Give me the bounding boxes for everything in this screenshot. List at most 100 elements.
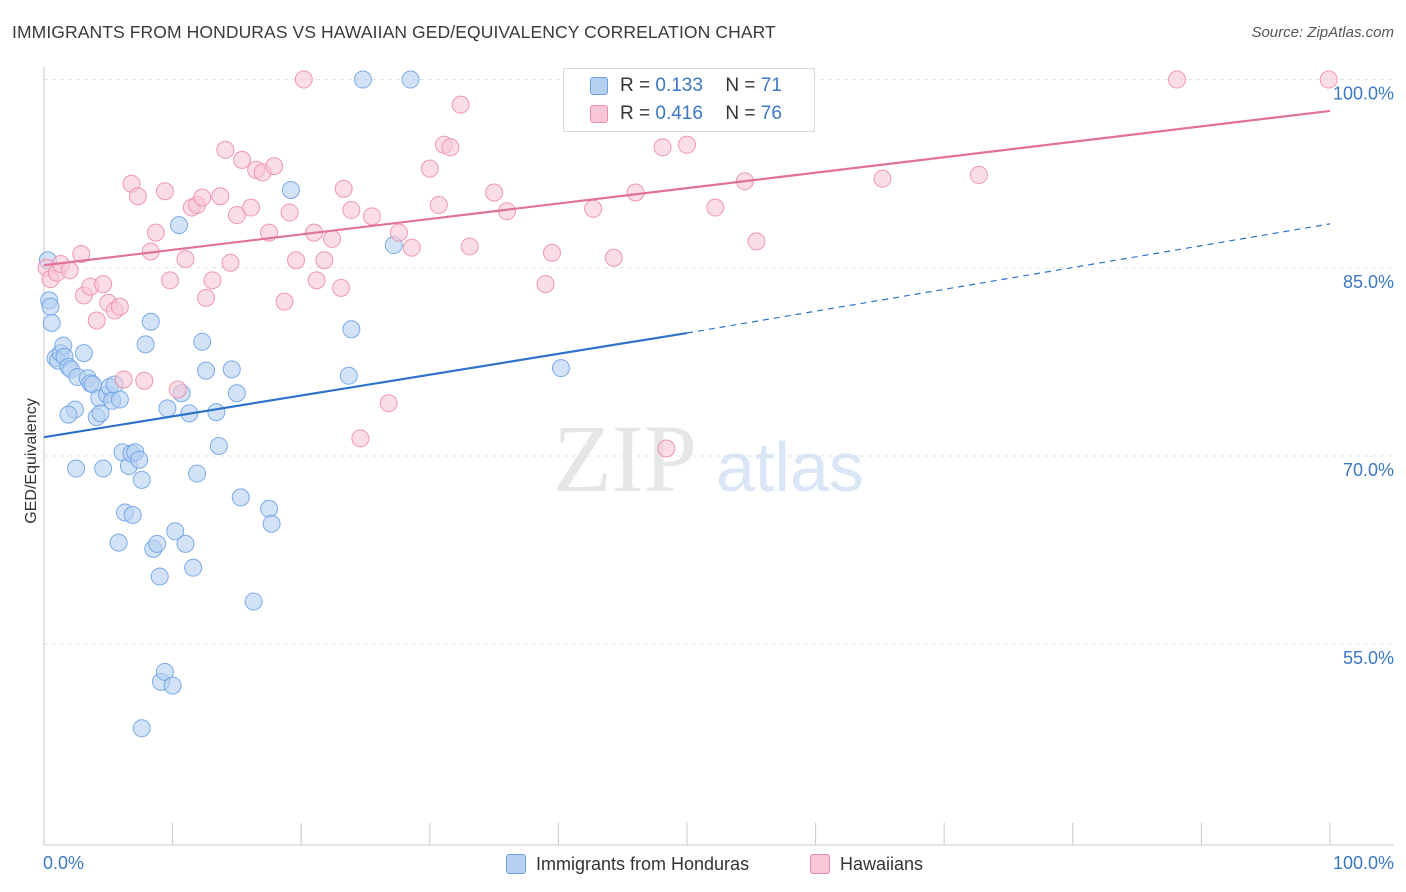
scatter-point bbox=[42, 313, 61, 332]
scatter-point bbox=[334, 179, 353, 198]
scatter-point bbox=[551, 359, 570, 378]
legend-n-hawaiians: 76 bbox=[760, 103, 782, 124]
scatter-point bbox=[233, 150, 252, 169]
scatter-point bbox=[148, 534, 167, 553]
scatter-point bbox=[193, 188, 212, 207]
scatter-point bbox=[294, 70, 313, 89]
y-tick-label: 85.0% bbox=[1343, 272, 1394, 292]
chart-title: IMMIGRANTS FROM HONDURAS VS HAWAIIAN GED… bbox=[12, 22, 776, 42]
watermark-zip: ZIP bbox=[553, 405, 697, 512]
scatter-point bbox=[166, 522, 185, 541]
scatter-point bbox=[203, 271, 222, 290]
scatter-point bbox=[307, 271, 326, 290]
scatter-point bbox=[657, 439, 676, 458]
scatter-point bbox=[460, 237, 479, 256]
scatter-point bbox=[222, 360, 241, 379]
scatter-point bbox=[287, 251, 306, 270]
scatter-point bbox=[74, 344, 93, 363]
x-tick-label-min: 0.0% bbox=[43, 853, 84, 873]
scatter-point bbox=[209, 436, 228, 455]
scatter-point bbox=[969, 165, 988, 184]
bottom-legend-hawaiians[interactable]: Hawaiians bbox=[810, 851, 923, 877]
scatter-point bbox=[653, 138, 672, 157]
scatter-point bbox=[161, 271, 180, 290]
scatter-point bbox=[41, 297, 60, 316]
scatter-point bbox=[584, 199, 603, 218]
scatter-point bbox=[176, 534, 195, 553]
legend-row-honduras: R = 0.133 N = 71 bbox=[590, 74, 782, 98]
scatter-point bbox=[136, 335, 155, 354]
scatter-point bbox=[275, 292, 294, 311]
series-hawaiians-points bbox=[37, 70, 1338, 458]
scatter-point bbox=[188, 464, 207, 483]
scatter-point bbox=[141, 312, 160, 331]
scatter-point bbox=[184, 558, 203, 577]
scatter-point bbox=[332, 278, 351, 297]
scatter-point bbox=[170, 216, 189, 235]
scatter-point bbox=[420, 159, 439, 178]
legend-r-label: R = bbox=[620, 75, 651, 96]
scatter-point bbox=[315, 251, 334, 270]
scatter-point bbox=[168, 380, 187, 399]
scatter-point bbox=[132, 470, 151, 489]
scatter-point bbox=[146, 223, 165, 242]
y-axis-label: GED/Equivalency bbox=[23, 398, 40, 523]
scatter-point bbox=[280, 203, 299, 222]
legend-swatch-hawaiians bbox=[590, 105, 608, 123]
scatter-point bbox=[227, 384, 246, 403]
bottom-legend-label-honduras: Immigrants from Honduras bbox=[536, 853, 750, 874]
scatter-point bbox=[176, 249, 195, 268]
scatter-point bbox=[231, 488, 250, 507]
scatter-point bbox=[130, 450, 149, 469]
axes bbox=[43, 67, 1394, 846]
scatter-point bbox=[123, 505, 142, 524]
legend-r-label: R = bbox=[620, 103, 651, 124]
legend-n-label: N = bbox=[725, 103, 756, 124]
scatter-point bbox=[128, 187, 147, 206]
correlation-legend: R = 0.133 N = 71 R = 0.416 N = 76 bbox=[563, 68, 815, 132]
scatter-point bbox=[197, 288, 216, 307]
scatter-point bbox=[132, 719, 151, 738]
scatter-point bbox=[94, 459, 113, 478]
scatter-point bbox=[353, 70, 372, 89]
y-tick-label: 70.0% bbox=[1343, 460, 1394, 480]
scatter-point bbox=[342, 201, 361, 220]
x-ticks bbox=[43, 823, 1331, 845]
scatter-point bbox=[1319, 70, 1338, 89]
scatter-point bbox=[678, 135, 696, 154]
scatter-point bbox=[91, 404, 110, 423]
legend-row-hawaiians: R = 0.416 N = 76 bbox=[590, 102, 782, 126]
bottom-legend-honduras[interactable]: Immigrants from Honduras bbox=[506, 851, 749, 877]
trend-line-extension bbox=[686, 223, 1331, 334]
scatter-point bbox=[242, 198, 261, 217]
scatter-point bbox=[60, 261, 79, 280]
bottom-legend-swatch-hawaiians bbox=[810, 854, 830, 874]
scatter-point bbox=[59, 405, 78, 424]
scatter-point bbox=[351, 429, 370, 448]
scatter-point bbox=[211, 187, 230, 206]
legend-swatch-honduras bbox=[590, 77, 608, 95]
scatter-point bbox=[402, 238, 421, 257]
scatter-point bbox=[873, 169, 892, 188]
scatter-point bbox=[342, 320, 361, 339]
scatter-point bbox=[221, 253, 240, 272]
watermark-atlas: atlas bbox=[716, 428, 864, 506]
legend-r-honduras: 0.133 bbox=[655, 75, 703, 96]
scatter-point bbox=[72, 244, 91, 263]
scatter-point bbox=[281, 180, 300, 199]
scatter-point bbox=[260, 499, 279, 518]
source-label: Source: ZipAtlas.com bbox=[1251, 24, 1394, 41]
scatter-point bbox=[706, 198, 725, 217]
scatter-point bbox=[604, 248, 623, 267]
scatter-point bbox=[262, 514, 281, 533]
scatter-point bbox=[155, 182, 174, 201]
series-honduras-points bbox=[38, 70, 570, 738]
scatter-point bbox=[429, 196, 448, 215]
scatter-point bbox=[339, 366, 358, 385]
scatter-point bbox=[135, 371, 154, 390]
scatter-point bbox=[485, 183, 504, 202]
scatter-point bbox=[110, 390, 129, 409]
trend-lines bbox=[43, 109, 1331, 439]
legend-n-honduras: 71 bbox=[760, 75, 782, 96]
y-tick-label: 100.0% bbox=[1333, 84, 1394, 104]
